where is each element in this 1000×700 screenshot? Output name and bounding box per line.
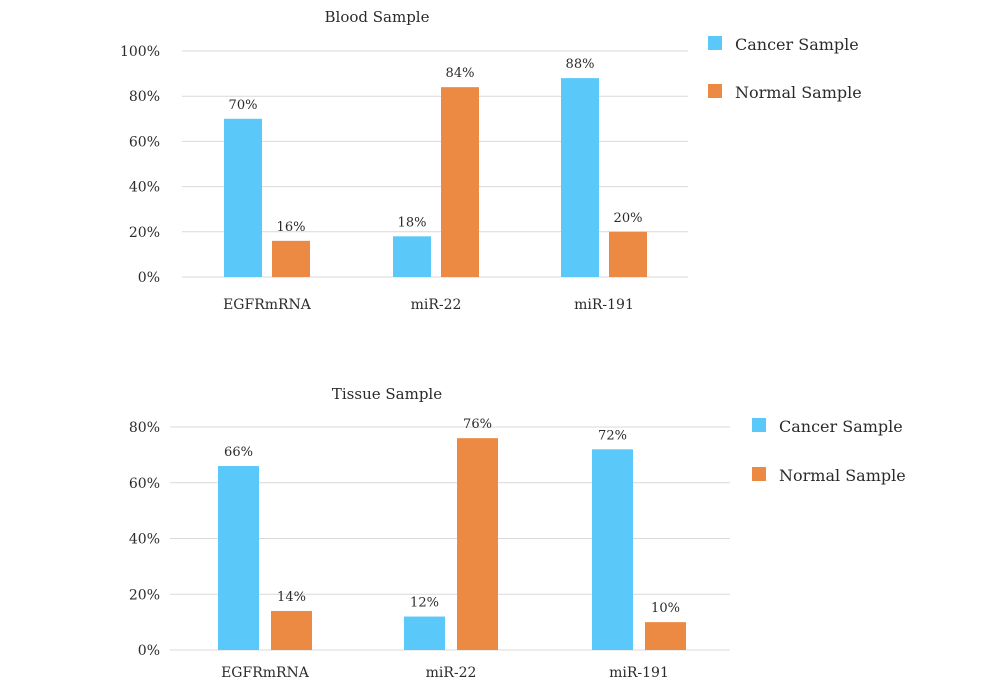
y-tick-label: 20% — [129, 587, 160, 603]
bar-cancer-mir-191 — [592, 449, 633, 650]
legend-label: Normal Sample — [779, 466, 906, 485]
y-tick-label: 100% — [120, 44, 160, 60]
data-label: 20% — [614, 211, 643, 226]
y-tick-label: 0% — [138, 643, 160, 659]
bar-cancer-mir-22 — [393, 236, 431, 277]
y-tick-label: 40% — [129, 180, 160, 196]
x-category-label: miR-191 — [609, 665, 669, 681]
y-tick-label: 40% — [129, 532, 160, 548]
data-label: 10% — [651, 601, 680, 616]
bar-cancer-egfrmrna — [218, 466, 259, 650]
bar-cancer-mir-22 — [404, 616, 445, 650]
legend-label: Normal Sample — [735, 83, 862, 102]
data-label: 18% — [398, 215, 427, 230]
data-label: 16% — [277, 220, 306, 235]
chart-blood: Blood Sample 0% 20% 40% 60% 80% 100% 70% 16% EGFR… — [120, 8, 862, 313]
y-tick-label: 80% — [129, 89, 160, 105]
bar-normal-egfrmrna — [272, 240, 310, 277]
bar-normal-mir-191 — [609, 231, 647, 277]
data-label: 76% — [463, 417, 492, 432]
legend-swatch-cancer — [752, 418, 766, 432]
x-category-label: EGFRmRNA — [221, 665, 310, 681]
x-category-label: miR-191 — [574, 297, 634, 313]
data-label: 70% — [229, 98, 258, 113]
x-category-label: miR-22 — [411, 297, 462, 313]
chart-title: Tissue Sample — [332, 385, 442, 403]
data-label: 88% — [566, 57, 595, 72]
y-tick-label: 80% — [129, 420, 160, 436]
bar-normal-mir-22 — [441, 87, 479, 277]
bar-normal-egfrmrna — [271, 610, 312, 650]
x-category-label: EGFRmRNA — [223, 297, 312, 313]
y-tick-label: 60% — [129, 134, 160, 150]
data-label: 72% — [598, 428, 627, 443]
data-label: 14% — [277, 590, 306, 605]
legend-label: Cancer Sample — [735, 35, 859, 54]
chart-tissue: Tissue Sample 0% 20% 40% 60% 80% 66% 14% EGFRmRN… — [129, 385, 906, 681]
legend-swatch-normal — [752, 467, 766, 481]
y-tick-label: 60% — [129, 476, 160, 492]
bar-cancer-mir-191 — [561, 78, 599, 278]
x-category-label: miR-22 — [426, 665, 477, 681]
data-label: 84% — [446, 66, 475, 81]
y-tick-label: 0% — [138, 270, 160, 286]
chart-title: Blood Sample — [325, 8, 430, 26]
legend-swatch-normal — [708, 84, 722, 98]
bar-normal-mir-191 — [645, 622, 686, 650]
bar-normal-mir-22 — [457, 438, 498, 650]
data-label: 66% — [224, 445, 253, 460]
legend-swatch-cancer — [708, 36, 722, 50]
data-label: 12% — [410, 596, 439, 611]
y-tick-label: 20% — [129, 225, 160, 241]
bar-cancer-egfrmrna — [224, 118, 262, 277]
legend-label: Cancer Sample — [779, 417, 903, 436]
